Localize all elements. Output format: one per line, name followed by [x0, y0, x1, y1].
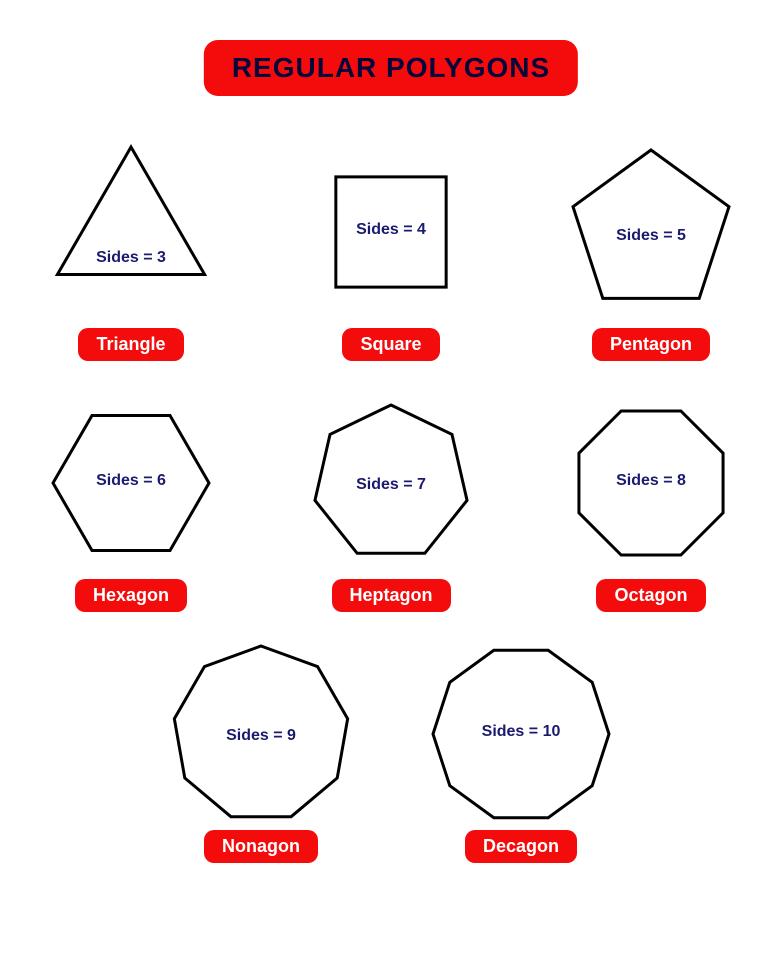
polygon-cell-hexagon: Sides = 6 Hexagon: [21, 391, 241, 612]
shape-container: Sides = 9: [161, 642, 361, 822]
polygon-cell-heptagon: Sides = 7 Heptagon: [281, 391, 501, 612]
shape-name-pill: Triangle: [78, 328, 183, 361]
shape-container: Sides = 7: [291, 391, 491, 571]
shape-name-pill: Heptagon: [332, 579, 451, 612]
polygon-cell-octagon: Sides = 8 Octagon: [541, 391, 761, 612]
sides-label: Sides = 4: [356, 221, 426, 239]
shape-name-pill: Decagon: [465, 830, 577, 863]
sides-label: Sides = 3: [96, 249, 166, 267]
shape-container: Sides = 3: [31, 140, 231, 320]
shape-container: Sides = 5: [551, 140, 751, 320]
shape-name-pill: Square: [342, 328, 439, 361]
shape-name-pill: Nonagon: [204, 830, 318, 863]
shape-name-pill: Pentagon: [592, 328, 710, 361]
shape-name-pill: Hexagon: [75, 579, 187, 612]
grid-row: Sides = 3 Triangle Sides = 4 Square Side…: [0, 140, 782, 361]
polygon-cell-triangle: Sides = 3 Triangle: [21, 140, 241, 361]
shape-container: Sides = 6: [31, 391, 231, 571]
triangle-icon: [31, 140, 231, 320]
sides-label: Sides = 7: [356, 476, 426, 494]
sides-label: Sides = 10: [482, 723, 561, 741]
sides-label: Sides = 8: [616, 472, 686, 490]
sides-label: Sides = 6: [96, 472, 166, 490]
polygon-grid: Sides = 3 Triangle Sides = 4 Square Side…: [0, 140, 782, 893]
polygon-cell-pentagon: Sides = 5 Pentagon: [541, 140, 761, 361]
grid-row: Sides = 6 Hexagon Sides = 7 Heptagon Sid…: [0, 391, 782, 612]
polygon-cell-square: Sides = 4 Square: [281, 140, 501, 361]
polygon-cell-nonagon: Sides = 9 Nonagon: [151, 642, 371, 863]
shape-container: Sides = 10: [421, 642, 621, 822]
sides-label: Sides = 5: [616, 227, 686, 245]
sides-label: Sides = 9: [226, 727, 296, 745]
polygon-cell-decagon: Sides = 10 Decagon: [411, 642, 631, 863]
shape-name-pill: Octagon: [596, 579, 705, 612]
shape-container: Sides = 8: [551, 391, 751, 571]
page-title: REGULAR POLYGONS: [204, 40, 578, 96]
grid-row: Sides = 9 Nonagon Sides = 10 Decagon: [0, 642, 782, 863]
shape-container: Sides = 4: [291, 140, 491, 320]
